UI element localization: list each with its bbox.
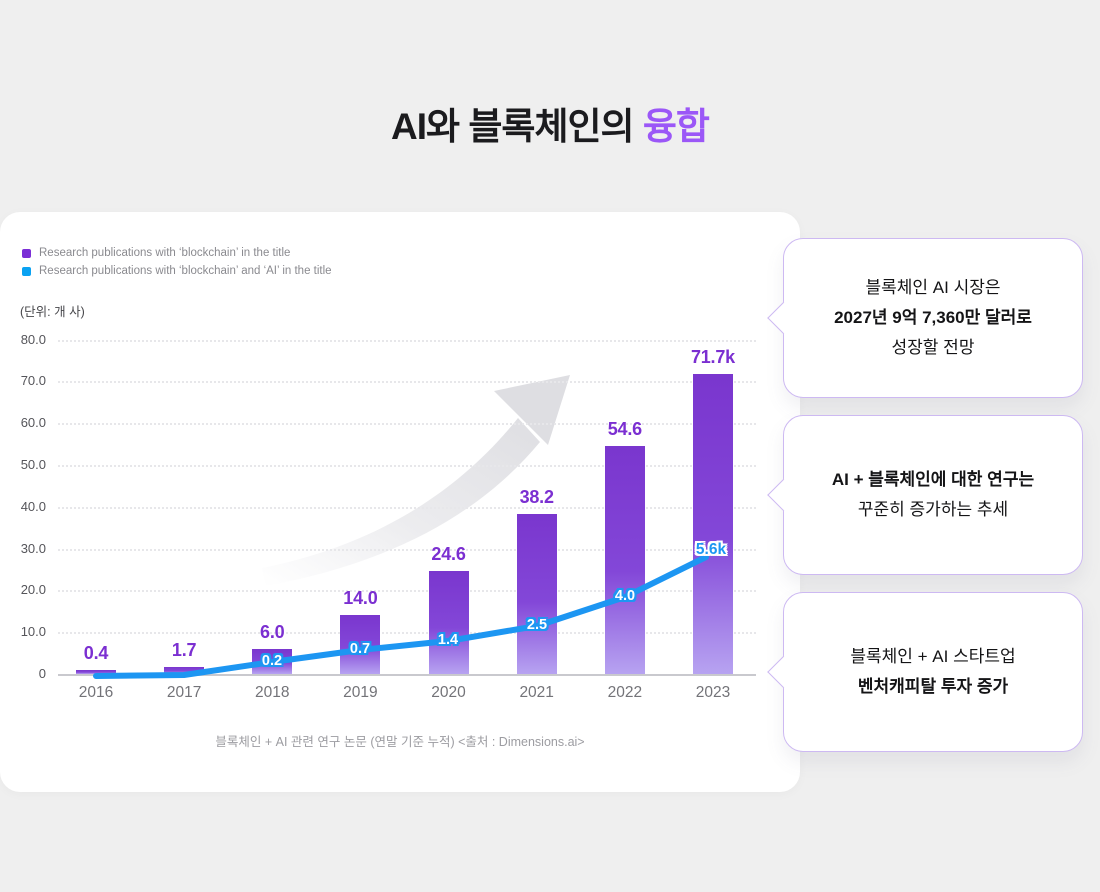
y-tick-label: 40.0 <box>20 498 46 514</box>
bar-value-label: 38.2 <box>519 487 554 508</box>
x-axis-label-2020: 2020 <box>431 684 466 701</box>
callout-text-line: AI + 블록체인에 대한 연구는 <box>831 470 1035 489</box>
legend-swatch-line-icon <box>22 266 31 276</box>
x-axis-label-2017: 2017 <box>166 684 202 701</box>
x-axis-label-2018: 2018 <box>255 684 290 701</box>
bar-2020 <box>428 571 469 674</box>
bar-value-label: 1.7 <box>171 639 197 660</box>
chart-card: Research publications with ‘blockchain’ … <box>0 212 800 792</box>
x-axis-label-2023: 2023 <box>695 684 731 701</box>
arrow-head <box>494 375 570 445</box>
legend-swatch-bar-icon <box>22 248 31 258</box>
callout-text-line: 블록체인 + AI 스타트업 <box>850 647 1016 666</box>
bar-value-label: 6.0 <box>260 621 285 642</box>
y-tick-label: 30.0 <box>20 540 46 556</box>
bar-2023 <box>692 374 733 674</box>
gridline <box>58 506 756 509</box>
bar-2021 <box>516 514 557 674</box>
legend-label-line: Research publications with ‘blockchain’ … <box>39 265 332 277</box>
bar-2022 <box>604 445 645 674</box>
y-axis-unit-label: (단위: 개 사) <box>20 305 85 319</box>
line-series <box>93 554 709 679</box>
bar-value-label: 14.0 <box>343 588 378 609</box>
callout-text-line: 꾸준히 증가하는 추세 <box>857 500 1009 519</box>
y-tick-label: 60.0 <box>20 415 46 431</box>
line-value-label: 5.6k <box>695 541 727 558</box>
bar-2016 <box>76 670 116 674</box>
chart-legend: Research publications with ‘blockchain’ … <box>22 246 332 278</box>
gridline <box>58 590 756 593</box>
page-title-accent: 융합 <box>642 106 710 147</box>
y-tick-label: 20.0 <box>20 582 46 598</box>
line-value-label: 1.4 <box>437 632 459 648</box>
line-value-label: 0.7 <box>349 641 371 657</box>
line-value-label: 4.0 <box>614 588 636 604</box>
bar-value-label: 24.6 <box>431 544 466 565</box>
line-value-label: 2.5 <box>526 617 548 633</box>
legend-item-bar: Research publications with ‘blockchain’ … <box>22 246 332 260</box>
x-axis-label-2022: 2022 <box>607 684 643 701</box>
y-tick-label: 50.0 <box>20 457 46 472</box>
x-axis-label-2021: 2021 <box>519 684 554 701</box>
y-tick-label: 70.0 <box>20 373 46 389</box>
gridline <box>58 465 756 467</box>
gridline <box>58 548 756 551</box>
legend-label-bar: Research publications with ‘blockchain’ … <box>39 247 291 259</box>
line-value-label: 0.2 <box>261 653 283 669</box>
bar-2017 <box>164 666 205 674</box>
gridline <box>58 381 756 384</box>
callout-text-line: 벤처캐피탈 투자 증가 <box>857 677 1009 696</box>
gridline <box>58 423 756 426</box>
callout-text-line: 성장할 전망 <box>891 338 975 357</box>
bar-value-label: 0.4 <box>83 643 109 663</box>
chart-caption: 블록체인 + AI 관련 연구 논문 (연말 기준 누적) <출처 : Dime… <box>215 735 585 749</box>
y-tick-label: 10.0 <box>20 624 46 640</box>
x-axis-label-2016: 2016 <box>78 684 114 701</box>
bar-value-label: 71.7k <box>690 347 735 368</box>
x-axis-label-2019: 2019 <box>343 684 378 701</box>
x-axis-line <box>58 674 756 676</box>
legend-item-line: Research publications with ‘blockchain’ … <box>22 264 332 278</box>
gridline <box>58 632 756 635</box>
y-tick-label: 0 <box>38 666 46 681</box>
gridline <box>58 339 756 342</box>
callout-text-line: 2027년 9억 7,360만 달러로 <box>834 308 1032 327</box>
y-tick-label: 80.0 <box>20 331 46 347</box>
bar-value-label: 54.6 <box>607 418 642 439</box>
callout-text-line: 블록체인 AI 시장은 <box>865 278 1001 297</box>
growth-arrow-watermark <box>262 375 570 586</box>
page-title: AI와 블록체인의 융합 <box>0 96 1100 150</box>
page-title-black: AI와 블록체인의 <box>391 106 643 147</box>
